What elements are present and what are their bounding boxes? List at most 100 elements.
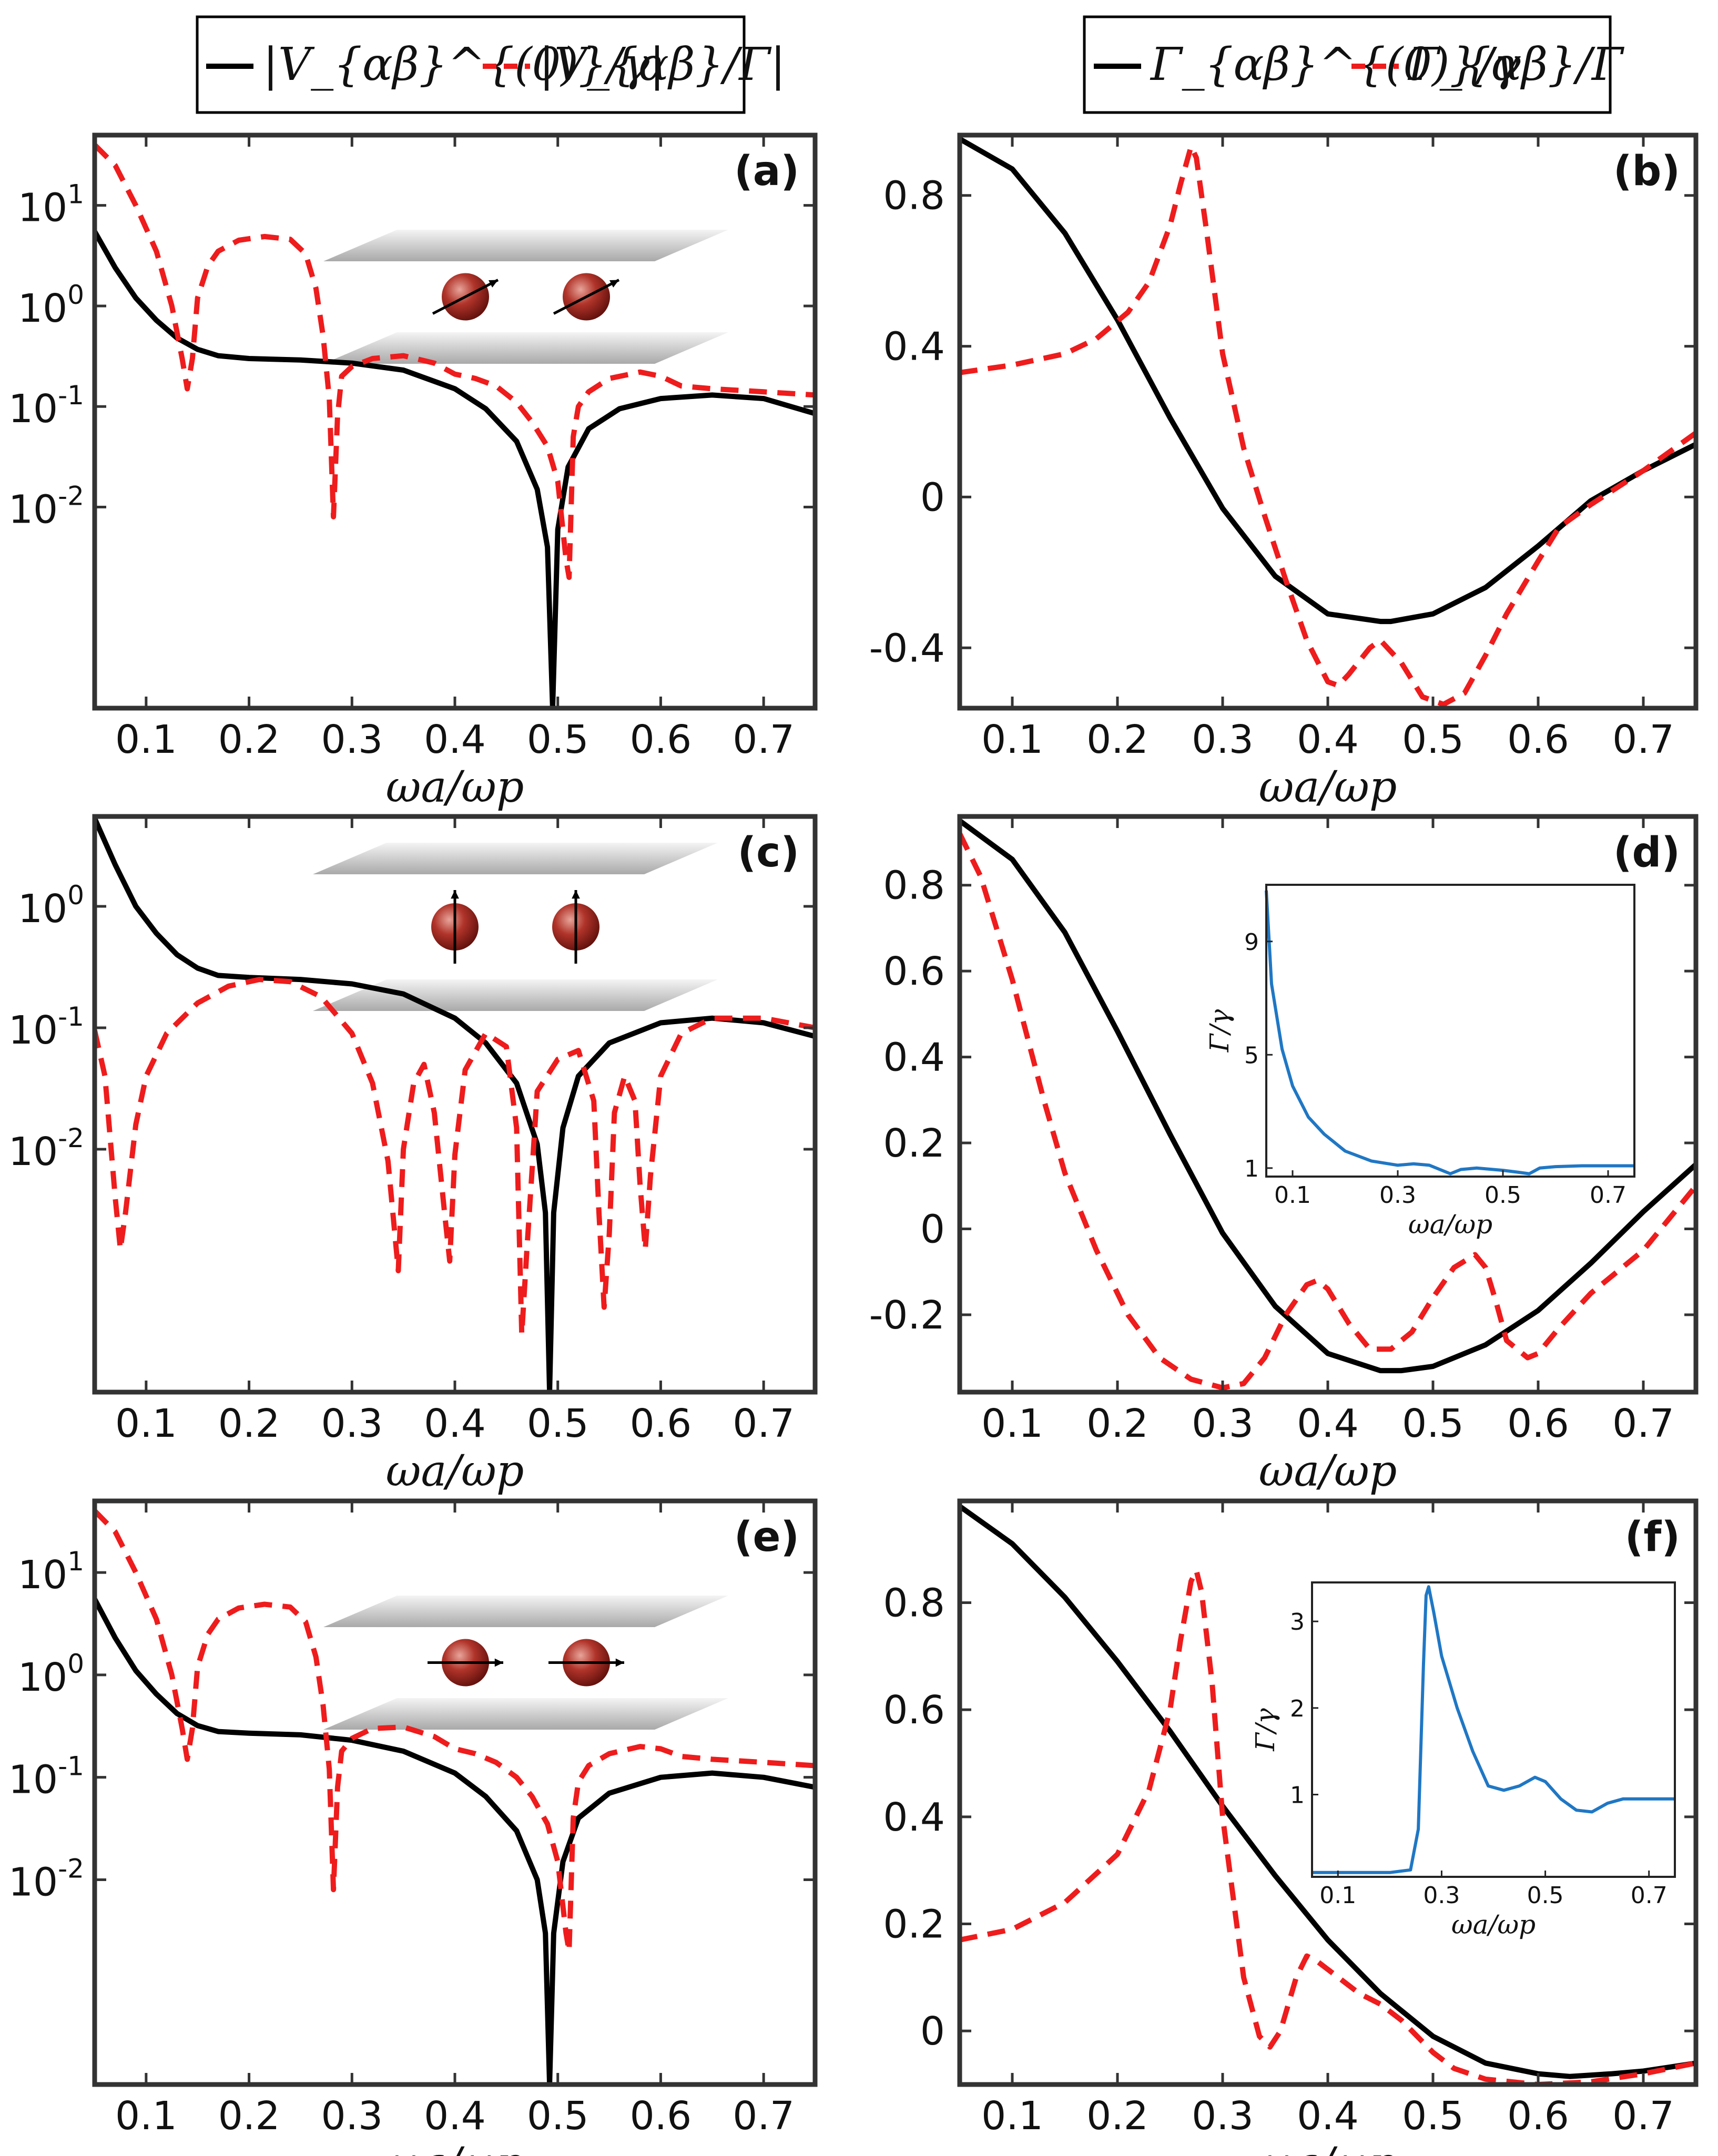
- x-tick-label: 0.4: [1297, 717, 1359, 762]
- x-tick-label: 0.2: [218, 717, 280, 762]
- x-tick-label: 0.5: [1402, 717, 1464, 762]
- vertical-dipoles-between-plates-icon: [313, 843, 718, 1011]
- dipole-arrow-2: [553, 279, 620, 315]
- tilted-dipoles-between-plates-icon: [323, 230, 728, 364]
- x-tick-label: 0.3: [1192, 717, 1254, 762]
- x-axis-label: ωa/ωp: [1259, 2139, 1397, 2156]
- x-tick-label: 0.3: [321, 1401, 383, 1446]
- y-tick-label: 0.2: [883, 1902, 945, 1947]
- x-tick-label: 0.4: [1297, 1401, 1359, 1446]
- series-solid: [960, 819, 1696, 1374]
- x-axis-label: ωa/ωp: [1259, 1446, 1397, 1496]
- panel-f: 0.1 0.2 0.3 0.4 0.5 0.6 0.7 ωa/ωp 0.8 0.6 0.4 0.2 0 (…: [883, 1498, 1699, 2156]
- horizontal-dipoles-between-plates-icon: [323, 1596, 728, 1730]
- inset-chart: 0.1 0.3 0.5 0.7 9 5 1 ωa/ωp Γ/γ: [1204, 884, 1635, 1240]
- x-tick-label: 0.4: [424, 717, 486, 762]
- plate-bottom: [323, 332, 728, 364]
- y-tick-label: 10-2: [8, 1123, 84, 1174]
- panel-label: (f): [1625, 1514, 1680, 1561]
- y-tick-label: 0.8: [883, 863, 945, 908]
- series-dashed: [95, 1509, 815, 1954]
- x-tick-label: 0.5: [1402, 1401, 1464, 1446]
- x-tick-label: 0.2: [1086, 717, 1148, 762]
- inset-y-tick-label: 1: [1244, 1156, 1259, 1182]
- dipole-arrowhead-1: [451, 890, 459, 899]
- legend-right-dashed-label: Γ_{αβ}/Γ: [1407, 38, 1625, 91]
- plate-bottom: [323, 1698, 728, 1730]
- panel-a: 0.1 0.2 0.3 0.4 0.5 0.6 0.7 ωa/ωp 101 100 10-1 10-2…: [8, 132, 818, 812]
- inset-series: [1312, 1585, 1675, 1874]
- inset-x-tick-label: 0.7: [1590, 1182, 1626, 1209]
- series-dashed: [960, 832, 1696, 1391]
- panel-label: (c): [737, 829, 799, 876]
- inset-frame: [1311, 1581, 1676, 1878]
- y-tick-label: 0.4: [883, 324, 945, 370]
- x-tick-label: 0.4: [424, 2093, 486, 2139]
- dipole-arrowhead-1: [489, 280, 498, 288]
- x-tick-label: 0.2: [1086, 2093, 1148, 2139]
- panel-label: (a): [734, 148, 799, 195]
- x-tick-label: 0.7: [733, 717, 795, 762]
- inset-x-tick-label: 0.1: [1319, 1882, 1356, 1909]
- panel-label: (b): [1613, 148, 1680, 195]
- y-tick-label: 0.6: [883, 949, 945, 994]
- y-tick-label: 0.6: [883, 1688, 945, 1733]
- y-tick-label: 10-1: [8, 1751, 84, 1803]
- x-axis-label: ωa/ωp: [386, 1446, 524, 1496]
- series-solid: [95, 817, 815, 1392]
- x-tick-label: 0.1: [981, 2093, 1043, 2139]
- series-dashed: [960, 1568, 1696, 2085]
- series-dashed: [95, 977, 815, 1337]
- legend-left-solid-label: |V_{αβ}^{(0)}/γ|: [263, 38, 665, 91]
- x-tick-label: 0.7: [733, 1401, 795, 1446]
- inset-background: [1312, 1582, 1675, 1877]
- y-tick-label: 10-2: [8, 1853, 84, 1905]
- plot-frame: [92, 132, 818, 711]
- plot-frame: [957, 132, 1699, 711]
- inset-y-tick-label: 1: [1290, 1782, 1305, 1809]
- y-tick-label: 0.4: [883, 1035, 945, 1080]
- inset-y-axis-label: Γ/γ: [1204, 1009, 1235, 1053]
- dipole-arrowhead-2: [609, 280, 619, 288]
- legend-left: |V_{αβ}^{(0)}/γ| |V_{αβ}/Γ|: [196, 15, 786, 114]
- x-tick-label: 0.6: [1507, 1401, 1569, 1446]
- y-tick-label: 0.8: [883, 173, 945, 219]
- legend-left-dashed-label: |V_{αβ}/Γ|: [539, 38, 786, 91]
- inset-x-tick-label: 0.7: [1631, 1882, 1668, 1909]
- inset-x-tick-label: 0.3: [1423, 1882, 1460, 1909]
- panel-b: 0.1 0.2 0.3 0.4 0.5 0.6 0.7 ωa/ωp 0.8 0.4 0 -0.4 (b): [869, 132, 1699, 812]
- legend-right-solid-label: Γ_{αβ}^{(0)}/γ: [1150, 38, 1521, 91]
- dipole-arrowhead-2: [572, 890, 580, 899]
- y-tick-label: 10-1: [8, 380, 84, 432]
- series-dashed: [960, 144, 1696, 707]
- plate-top: [313, 843, 718, 874]
- inset-y-tick-label: 5: [1244, 1042, 1259, 1069]
- series-solid: [95, 1598, 815, 2085]
- x-tick-label: 0.5: [527, 2093, 589, 2139]
- inset-x-tick-label: 0.3: [1379, 1182, 1416, 1209]
- x-tick-label: 0.7: [1612, 1401, 1674, 1446]
- inset-x-tick-label: 0.5: [1485, 1182, 1521, 1209]
- inset-y-axis-label: Γ/γ: [1250, 1708, 1280, 1752]
- panel-label: (e): [734, 1514, 799, 1561]
- y-tick-label: 0: [920, 2009, 945, 2054]
- x-tick-label: 0.6: [630, 717, 692, 762]
- x-tick-label: 0.2: [218, 2093, 280, 2139]
- y-tick-label: 100: [18, 880, 84, 932]
- inset-x-axis-label: ωa/ωp: [1451, 1909, 1536, 1940]
- x-tick-label: 0.1: [981, 717, 1043, 762]
- y-tick-label: 0.2: [883, 1121, 945, 1166]
- x-tick-label: 0.6: [1507, 717, 1569, 762]
- panel-label: (d): [1613, 829, 1680, 876]
- x-tick-label: 0.5: [527, 717, 589, 762]
- y-tick-label: 10-2: [8, 481, 84, 532]
- x-tick-label: 0.1: [115, 717, 177, 762]
- y-tick-label: 100: [18, 1649, 84, 1700]
- inset-frame: [1265, 884, 1635, 1178]
- plot-frame: [92, 1498, 818, 2087]
- x-axis-label: ωa/ωp: [1259, 762, 1397, 812]
- legend-right: Γ_{αβ}^{(0)}/γ Γ_{αβ}/Γ: [1083, 15, 1625, 114]
- y-tick-label: 0.8: [883, 1580, 945, 1626]
- inset-x-tick-label: 0.1: [1274, 1182, 1311, 1209]
- plate-top: [323, 230, 728, 261]
